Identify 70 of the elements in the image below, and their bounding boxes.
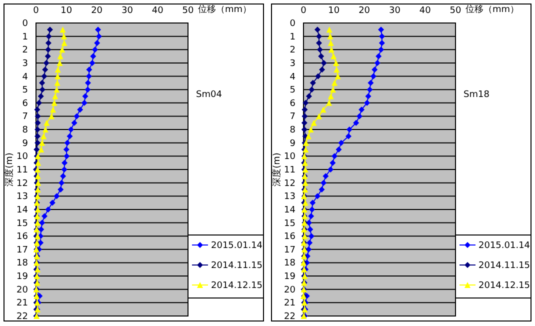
y-tick-label: 15	[16, 218, 28, 229]
x-tick-label: 40	[419, 6, 432, 16]
legend-label: 2015.01.14	[211, 241, 263, 251]
y-tick-label: 17	[16, 245, 28, 256]
x-tick-label: 10	[60, 6, 72, 16]
y-tick-label: 13	[16, 192, 28, 202]
y-axis-title: 深度(m)	[272, 152, 282, 186]
y-tick-label: 21	[16, 298, 28, 309]
text: Sm18	[464, 90, 490, 100]
x-tick-label: 20	[91, 6, 103, 16]
y-tick-label: 9	[290, 138, 296, 149]
y-tick-label: 22	[16, 312, 28, 322]
y-tick-label: 22	[284, 312, 296, 322]
y-tick-label: 8	[22, 126, 28, 136]
x-tick-label: 50	[182, 6, 194, 16]
y-tick-label: 17	[284, 245, 296, 256]
y-tick-label: 16	[284, 232, 296, 242]
y-tick-label: 12	[16, 178, 28, 189]
y-tick-label: 10	[16, 152, 28, 162]
x-tick-label: 50	[450, 6, 462, 16]
y-tick-label: 1	[22, 32, 28, 42]
legend-label: 2014.11.15	[478, 261, 530, 271]
x-axis-title: 位移（mm）	[198, 4, 252, 15]
y-tick-label: 5	[290, 86, 296, 96]
y-tick-label: 19	[16, 272, 28, 282]
x-tick-label: 30	[121, 6, 134, 16]
y-tick-label: 3	[290, 58, 296, 69]
y-tick-label: 5	[22, 86, 28, 96]
y-tick-label: 16	[16, 232, 28, 242]
y-tick-label: 1	[290, 32, 296, 42]
y-tick-label: 4	[290, 72, 296, 82]
y-tick-label: 18	[284, 258, 296, 269]
x-tick-label: 40	[152, 6, 164, 16]
y-tick-label: 2	[290, 46, 296, 56]
y-tick-label: 20	[284, 285, 296, 296]
y-tick-label: 15	[284, 218, 296, 229]
y-tick-label: 9	[22, 138, 28, 149]
y-tick-label: 0	[22, 19, 28, 29]
x-axis-title: 位移（mm）	[466, 4, 520, 15]
y-tick-label: 12	[284, 178, 296, 189]
y-tick-label: 11	[284, 166, 296, 176]
x-tick-label: 0	[33, 6, 40, 16]
legend-label: 2014.11.15	[211, 261, 263, 271]
x-tick-label: 10	[328, 6, 340, 16]
y-tick-label: 7	[290, 112, 296, 122]
y-tick-label: 0	[290, 19, 296, 29]
y-tick-label: 4	[22, 72, 28, 82]
legend-label: 2014.12.15	[211, 281, 263, 291]
y-tick-label: 10	[284, 152, 296, 162]
y-tick-label: 11	[16, 166, 28, 176]
y-tick-label: 20	[16, 285, 28, 296]
y-tick-label: 6	[290, 98, 296, 109]
y-tick-label: 2	[22, 46, 28, 56]
y-tick-label: 13	[284, 192, 296, 202]
y-tick-label: 21	[284, 298, 296, 309]
y-tick-label: 6	[22, 98, 28, 109]
y-axis-title: 深度(m)	[4, 152, 15, 186]
y-tick-label: 14	[284, 205, 296, 216]
x-tick-label: 0	[300, 6, 307, 16]
legend-label: 2014.12.15	[478, 281, 530, 291]
y-tick-label: 18	[16, 258, 28, 269]
y-tick-label: 3	[22, 58, 28, 69]
text: Sm04	[196, 90, 222, 100]
x-tick-label: 20	[358, 6, 370, 16]
x-tick-label: 30	[388, 6, 401, 16]
y-tick-label: 8	[290, 126, 296, 136]
legend-label: 2015.01.14	[478, 241, 530, 251]
y-tick-label: 14	[16, 205, 28, 216]
y-tick-label: 7	[22, 112, 28, 122]
y-tick-label: 19	[284, 272, 296, 282]
